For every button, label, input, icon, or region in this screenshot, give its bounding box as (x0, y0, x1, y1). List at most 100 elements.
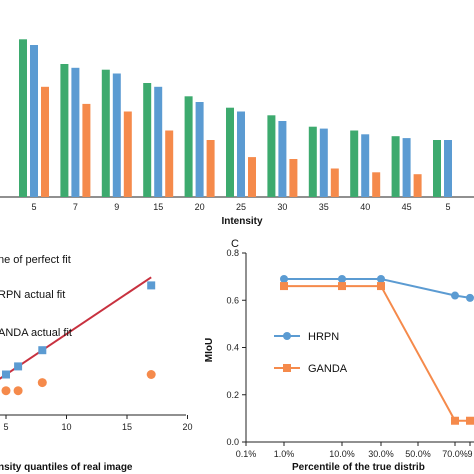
legend-ganda-label: GANDA (308, 363, 348, 375)
top-bar-s0-c6 (226, 107, 234, 197)
top-x-tick-5: 20 (195, 202, 205, 212)
top-bar-s1-c9 (361, 134, 370, 197)
br-x-tick-2: 10.0% (329, 449, 355, 459)
bottom-right-line-chart: C 0.0 0.2 0.4 0.6 0.8 0.1% 1.0% 10.0% 30.0% 50.0… (204, 238, 474, 473)
top-x-ticks: 5 7 9 15 20 25 30 35 40 45 5 (31, 202, 450, 212)
bl-anda-point-1 (13, 386, 23, 396)
bottom-left-scatter-chart: 5 10 15 20 ne of perfect fit RPN actual fit… (0, 254, 193, 473)
bl-x-tick-2: 15 (122, 422, 132, 432)
bl-x-axis-title: nsity quantiles of real image (0, 462, 133, 473)
top-x-tick-1: 5 (31, 202, 36, 212)
legend-hrpn-marker (283, 332, 291, 340)
bl-rpn-point-1 (14, 362, 23, 371)
br-x-axis-title: Percentile of the true distrib (292, 462, 425, 473)
top-bar-s2-c10 (413, 174, 422, 197)
top-bar-s2-c2 (82, 103, 91, 197)
br-x-tick-5: 70.0% (442, 449, 468, 459)
legend-ganda-marker (283, 364, 291, 372)
bl-legend-rpn: RPN actual fit (0, 289, 65, 301)
top-bar-s1-c2 (71, 67, 80, 197)
top-bar-chart: 5 7 9 15 20 25 30 35 40 45 5 Intensity (0, 39, 474, 227)
br-y-tick-3: 0.6 (226, 295, 239, 305)
top-bar-s1-c10 (402, 138, 411, 197)
bl-anda-point-2 (37, 378, 47, 388)
top-bar-s1-c3 (112, 73, 121, 197)
top-bar-s1-c11 (444, 140, 452, 197)
br-x-ticks: 0.1% 1.0% 10.0% 30.0% 50.0% 70.0% 9 (236, 442, 473, 459)
top-bar-s2-c8 (330, 168, 339, 197)
top-bar-s0-c9 (350, 130, 359, 197)
top-bar-s1-c7 (278, 121, 287, 197)
top-x-tick-4: 15 (153, 202, 163, 212)
br-hrpn-point-2 (377, 274, 385, 283)
bl-rpn-point-0 (2, 370, 10, 379)
top-x-tick-9: 40 (360, 202, 370, 212)
top-bar-s1-c8 (319, 128, 328, 197)
top-bar-s2-c6 (248, 157, 256, 197)
top-bar-s2-c4 (165, 130, 174, 197)
top-bars (19, 39, 452, 197)
top-bar-s0-c4 (143, 83, 152, 197)
br-hrpn-point-1 (338, 274, 346, 283)
bl-legend-anda: ANDA actual fit (0, 327, 72, 339)
br-x-tick-3: 30.0% (368, 449, 394, 459)
bl-x-tick-3: 20 (182, 422, 192, 432)
bl-rpn-point-2 (38, 346, 47, 355)
bl-x-tick-1: 10 (61, 422, 71, 432)
top-bar-s0-c8 (308, 126, 317, 197)
top-bar-s2-c3 (123, 111, 132, 197)
br-y-tick-4: 0.8 (226, 248, 239, 258)
br-ganda-point-3 (451, 416, 459, 425)
legend-hrpn-label: HRPN (308, 331, 339, 343)
top-bar-s2-c7 (289, 159, 298, 197)
top-bar-s2-c5 (206, 140, 215, 197)
top-x-tick-8: 35 (319, 202, 329, 212)
br-x-tick-0: 0.1% (236, 449, 257, 459)
br-x-tick-4: 50.0% (405, 449, 431, 459)
bl-x-tick-0: 5 (3, 422, 8, 432)
top-bar-s0-c3 (101, 69, 110, 197)
top-bar-s0-c10 (391, 136, 400, 197)
top-bar-s0-c5 (184, 96, 193, 197)
top-bar-s1-c6 (237, 111, 245, 197)
br-hrpn-point-3 (451, 291, 459, 300)
top-bar-s0-c11 (433, 140, 441, 197)
top-bar-s1-c1 (30, 45, 38, 197)
br-y-tick-0: 0.0 (226, 437, 239, 447)
top-x-tick-3: 9 (114, 202, 119, 212)
br-legend: HRPN GANDA (274, 331, 348, 375)
top-bar-s2-c9 (372, 172, 381, 197)
bl-legend-perfect-fit: ne of perfect fit (0, 254, 71, 266)
top-x-tick-2: 7 (73, 202, 78, 212)
top-bar-s2-c1 (41, 86, 49, 197)
bl-x-ticks: 5 10 15 20 (3, 415, 193, 432)
br-ganda-point-2 (377, 282, 385, 291)
top-bar-s1-c4 (154, 86, 163, 197)
br-x-tick-1: 1.0% (274, 449, 295, 459)
perfect-fit-line (0, 276, 152, 380)
br-ganda-point-4 (466, 416, 474, 425)
top-x-tick-7: 30 (277, 202, 287, 212)
br-y-ticks: 0.0 0.2 0.4 0.6 0.8 (226, 248, 246, 447)
top-x-tick-10: 45 (402, 202, 412, 212)
br-x-tick-6: 9 (467, 449, 472, 459)
panel-letter-c: C (231, 238, 239, 250)
br-y-tick-2: 0.4 (226, 343, 239, 353)
br-ganda-point-1 (338, 282, 346, 291)
top-bar-s0-c2 (60, 64, 69, 197)
br-y-tick-1: 0.2 (226, 390, 239, 400)
br-hrpn-point-4 (466, 293, 474, 302)
bl-points (1, 281, 156, 396)
top-x-axis-title: Intensity (221, 216, 263, 227)
br-hrpn-point-0 (280, 274, 288, 283)
bl-anda-point-0 (1, 386, 11, 396)
br-series (280, 274, 474, 425)
bl-anda-point-3 (146, 370, 156, 379)
top-bar-s0-c7 (267, 115, 276, 197)
top-x-tick-6: 25 (236, 202, 246, 212)
br-line-ganda (284, 285, 470, 422)
br-y-axis-title: MIoU (204, 338, 215, 362)
top-bar-s1-c5 (195, 102, 204, 197)
